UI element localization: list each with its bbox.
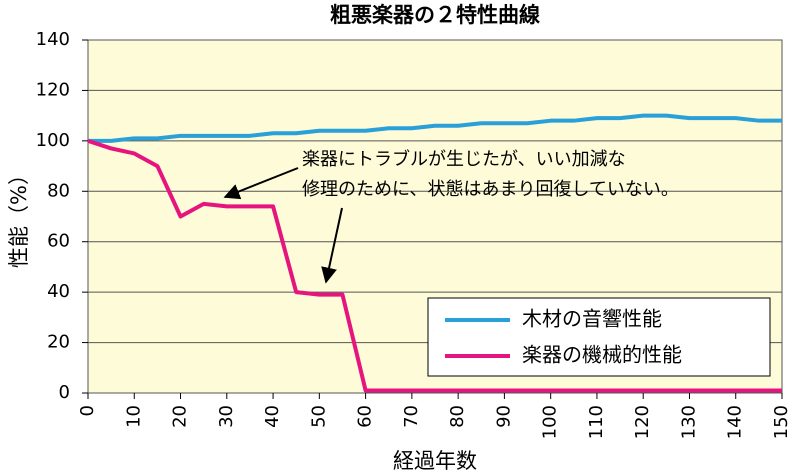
x-tick-label: 10 <box>123 405 144 428</box>
chart-title: 粗悪楽器の２特性曲線 <box>330 3 540 27</box>
annotation: 楽器にトラブルが生じたが、いい加減な <box>302 148 626 170</box>
x-tick-label: 140 <box>725 405 746 439</box>
x-tick-label: 30 <box>216 405 237 428</box>
y-tick-label: 100 <box>36 130 70 151</box>
x-tick-label: 110 <box>586 405 607 439</box>
y-tick-label: 140 <box>36 29 70 50</box>
arrow <box>321 207 343 284</box>
y-tick-label: 120 <box>36 79 70 100</box>
x-tick-label: 0 <box>77 405 98 416</box>
x-tick-label: 20 <box>170 405 191 428</box>
x-tick-label: 120 <box>632 405 653 439</box>
x-axis-label: 経過年数 <box>393 449 477 473</box>
x-tick-label: 60 <box>355 405 376 428</box>
arrow <box>223 167 299 200</box>
series-line <box>87 138 782 393</box>
x-tick-label: 50 <box>308 405 329 428</box>
x-tick-label: 130 <box>678 405 699 439</box>
legend <box>427 297 771 377</box>
legend-label: 木材の音響性能 <box>522 307 662 331</box>
y-tick-label: 20 <box>47 332 70 353</box>
legend-label: 楽器の機械的性能 <box>522 343 682 367</box>
y-tick-label: 40 <box>47 281 70 302</box>
y-tick-label: 80 <box>47 180 70 201</box>
x-tick-label: 80 <box>447 405 468 428</box>
annotation: 修理のために、状態はあまり回復していない。 <box>302 179 679 200</box>
y-tick-label: 60 <box>47 231 70 252</box>
series-line <box>88 113 782 143</box>
x-tick-label: 40 <box>262 405 283 428</box>
y-axis-label: 性能（%） <box>7 164 31 268</box>
y-tick-label: 0 <box>59 382 70 403</box>
x-tick-label: 70 <box>401 405 422 428</box>
x-tick-label: 90 <box>493 405 514 428</box>
x-tick-label: 100 <box>540 405 561 439</box>
x-tick-label: 150 <box>771 405 792 439</box>
